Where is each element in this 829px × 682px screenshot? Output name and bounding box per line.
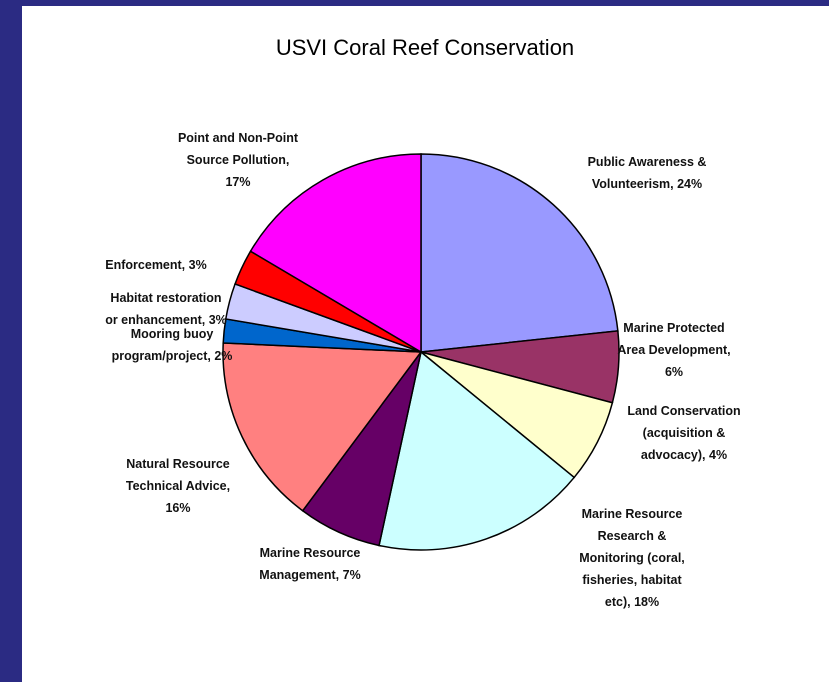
- slice-label-10: Point and Non-Point Source Pollution, 17%: [178, 131, 299, 189]
- slice-label-6: Natural Resource Technical Advice, 16%: [126, 457, 230, 515]
- pie-slice-6: [222, 342, 423, 512]
- slice-label-3: Land Conservation (acquisition & advocacy)…: [627, 404, 740, 462]
- pie-slices: [222, 153, 620, 551]
- chart-title: USVI Coral Reef Conservation: [276, 35, 574, 60]
- slice-label-2: Marine Protected Area Development, 6%: [617, 321, 730, 379]
- pie-chart: USVI Coral Reef Conservation Public Awar…: [105, 35, 740, 609]
- slice-label-4: Marine Resource Research & Monitoring (cor…: [579, 507, 685, 609]
- pie-slice-10: [249, 153, 422, 354]
- slice-label-8: Habitat restoration or enhancement, 3%: [105, 291, 227, 327]
- pie-labels: Public Awareness & Volunteerism, 24% Marin…: [105, 131, 740, 609]
- slice-label-1: Public Awareness & Volunteerism, 24%: [588, 155, 707, 191]
- pie-slice-4: [378, 350, 576, 551]
- chart-area: USVI Coral Reef Conservation Public Awar…: [22, 6, 829, 682]
- pie-slice-1: [420, 153, 619, 353]
- slice-label-5: Marine Resource Management, 7%: [259, 546, 360, 582]
- slice-label-7: Mooring buoy program/project, 2%: [112, 327, 233, 363]
- slice-label-9: Enforcement, 3%: [105, 258, 206, 272]
